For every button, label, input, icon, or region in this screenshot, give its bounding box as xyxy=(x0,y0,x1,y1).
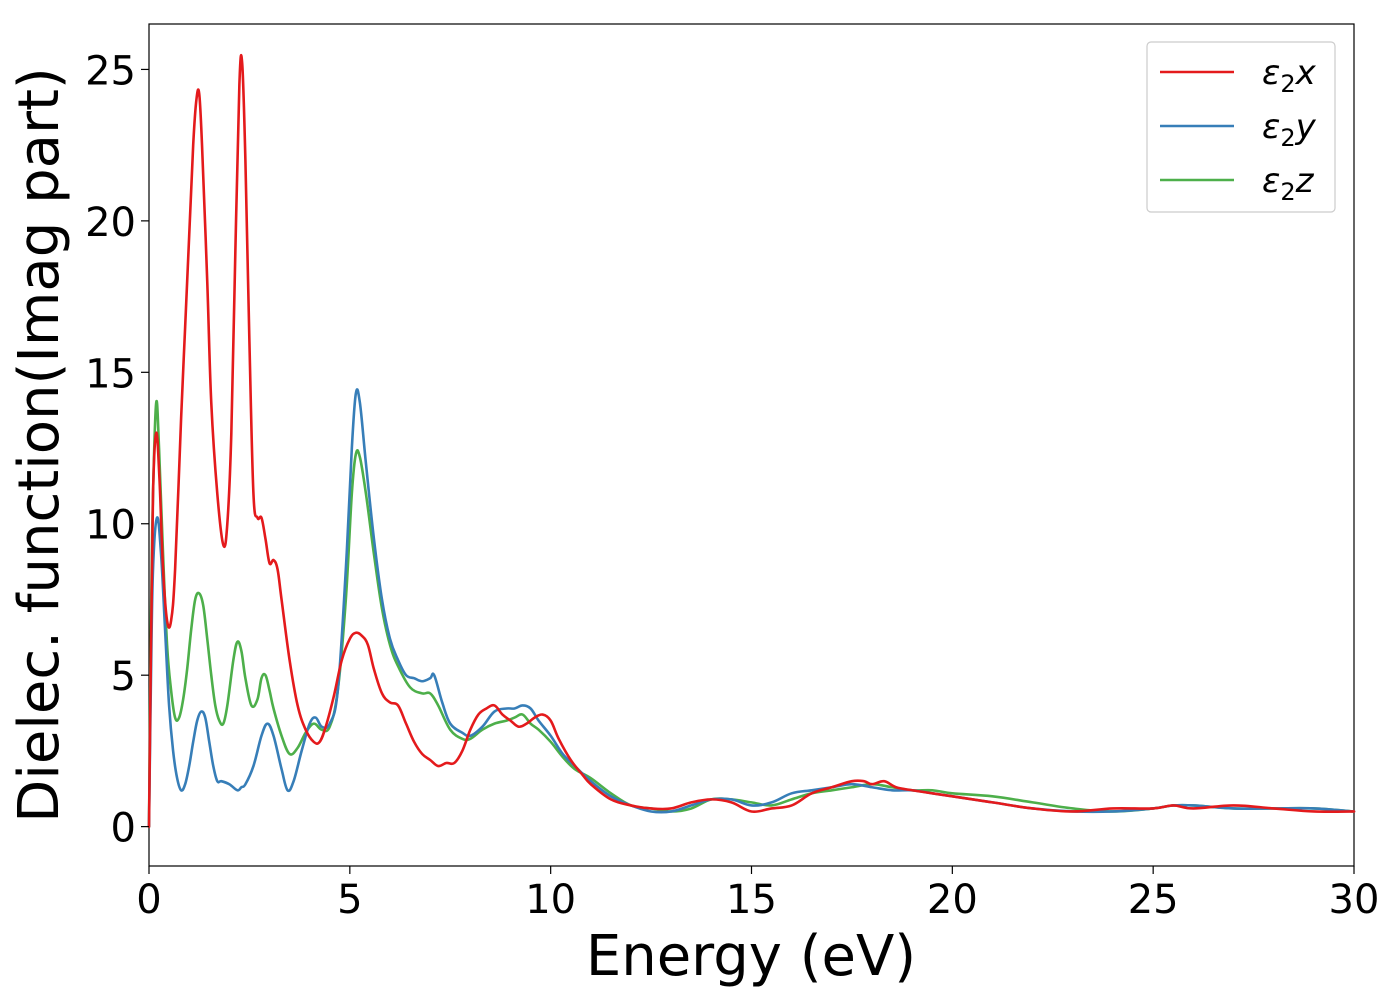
legend-label-z: ε2z xyxy=(1262,161,1315,206)
y-axis-title: Dielec. function(Imag part) xyxy=(7,67,72,823)
y-tick-label: 25 xyxy=(85,48,136,94)
series-line-y xyxy=(147,388,1356,828)
x-tick-label: 15 xyxy=(726,877,777,923)
series-line-z xyxy=(147,399,1356,828)
legend-label-variable: x xyxy=(1295,53,1317,93)
x-tick-label: 25 xyxy=(1128,877,1179,923)
x-axis: 0 5 10 15 20 25 30 xyxy=(136,866,1379,923)
x-tick-label: 30 xyxy=(1329,877,1380,923)
y-tick-label: 10 xyxy=(85,503,136,549)
legend-label-base: ε xyxy=(1262,107,1280,147)
legend-label-base: ε xyxy=(1262,161,1280,201)
legend-label-y: ε2y xyxy=(1262,107,1317,152)
legend-box xyxy=(1146,41,1336,213)
legend-label-subscript: 2 xyxy=(1280,124,1295,152)
series-layer xyxy=(147,53,1356,828)
series-line-x xyxy=(147,53,1356,828)
legend-label-variable: y xyxy=(1295,107,1317,147)
y-tick-label: 15 xyxy=(85,351,136,397)
legend-label-variable: z xyxy=(1295,161,1315,201)
legend-label-x: ε2x xyxy=(1262,53,1317,98)
x-tick-label: 10 xyxy=(525,877,576,923)
legend-label-subscript: 2 xyxy=(1280,70,1295,98)
y-tick-label: 5 xyxy=(111,654,136,700)
y-axis: 0 5 10 15 20 25 xyxy=(85,48,149,852)
y-tick-label: 0 xyxy=(111,806,136,852)
legend-label-base: ε xyxy=(1262,53,1280,93)
x-axis-title: Energy (eV) xyxy=(586,924,916,989)
y-tick-label: 20 xyxy=(85,200,136,246)
x-tick-label: 5 xyxy=(337,877,362,923)
x-tick-label: 0 xyxy=(136,877,161,923)
legend-label-subscript: 2 xyxy=(1280,178,1295,206)
x-tick-label: 20 xyxy=(927,877,978,923)
